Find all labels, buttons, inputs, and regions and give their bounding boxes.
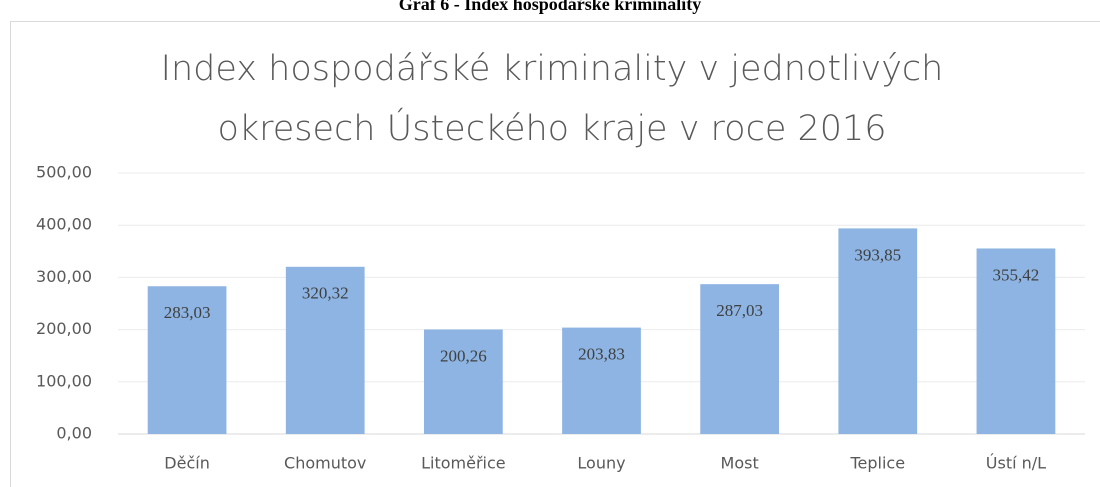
x-tick-label: Louny [577,454,625,473]
y-tick-label: 300,00 [36,267,92,286]
data-label: 200,26 [440,346,487,365]
data-label: 203,83 [578,345,625,364]
x-tick-label: Chomutov [284,454,366,473]
x-tick-label: Ústí n/L [986,454,1046,473]
data-label: 320,32 [302,284,349,303]
data-label: 287,03 [716,301,763,320]
bar [147,286,227,434]
x-tick-label: Teplice [849,454,905,473]
y-tick-label: 100,00 [36,371,92,390]
bar [285,266,365,434]
bar [562,327,641,434]
data-label: 283,03 [164,303,211,322]
data-label: 355,42 [993,265,1040,284]
chart-title: Index hospodářské kriminality v jednotli… [161,49,944,89]
y-tick-label: 200,00 [36,319,92,338]
y-tick-label: 500,00 [36,163,92,182]
bar [976,248,1056,434]
x-tick-label: Litoměřice [421,454,506,473]
chart-border [10,21,1100,487]
bar [838,228,918,434]
chart-title: okresech Ústeckého kraje v roce 2016 [217,107,886,149]
y-tick-label: 0,00 [56,424,92,443]
bar [700,284,780,434]
data-label: 393,85 [854,245,901,264]
x-tick-label: Děčín [164,454,210,473]
caption: Graf 6 - Index hospodářské kriminality [399,0,702,14]
x-tick-label: Most [721,454,759,473]
y-tick-label: 400,00 [36,215,92,234]
bar [423,329,503,434]
